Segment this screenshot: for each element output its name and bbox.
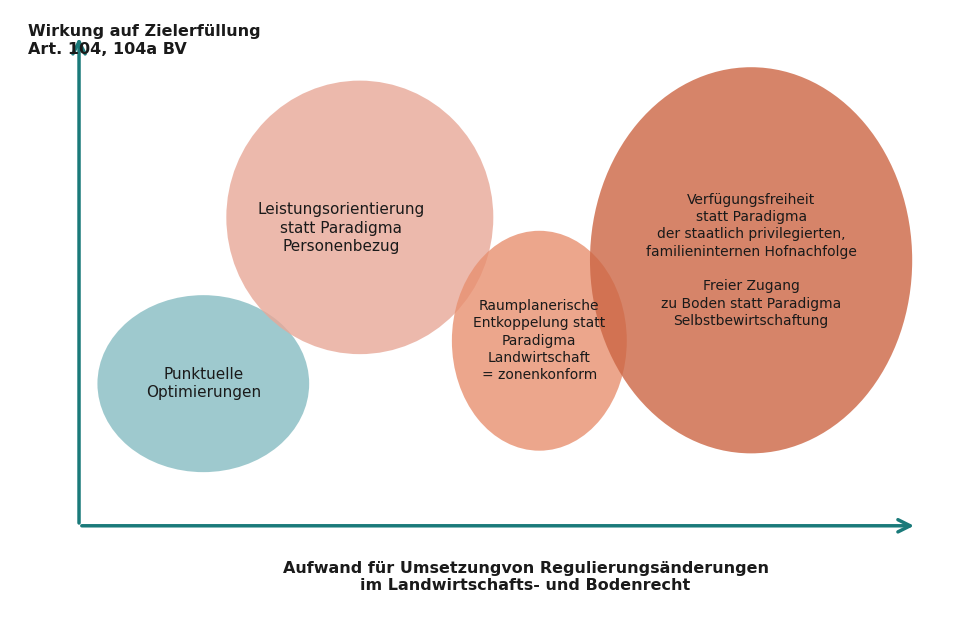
Text: Leistungsorientierung
statt Paradigma
Personenbezug: Leistungsorientierung statt Paradigma Pe… bbox=[258, 202, 425, 254]
Ellipse shape bbox=[226, 81, 493, 354]
Text: Verfügungsfreiheit
statt Paradigma
der staatlich privilegierten,
familieninterne: Verfügungsfreiheit statt Paradigma der s… bbox=[645, 192, 856, 328]
Text: Raumplanerische
Entkoppelung statt
Paradigma
Landwirtschaft
= zonenkonform: Raumplanerische Entkoppelung statt Parad… bbox=[473, 299, 605, 382]
Ellipse shape bbox=[98, 295, 309, 472]
Ellipse shape bbox=[452, 231, 627, 451]
Text: Wirkung auf Zielerfüllung
Art. 104, 104a BV: Wirkung auf Zielerfüllung Art. 104, 104a… bbox=[29, 25, 261, 57]
Text: Punktuelle
Optimierungen: Punktuelle Optimierungen bbox=[146, 367, 261, 401]
Text: Aufwand für Umsetzungvon Regulierungsänderungen
im Landwirtschafts- und Bodenrec: Aufwand für Umsetzungvon Regulierungsänd… bbox=[283, 560, 768, 593]
Ellipse shape bbox=[590, 68, 912, 453]
